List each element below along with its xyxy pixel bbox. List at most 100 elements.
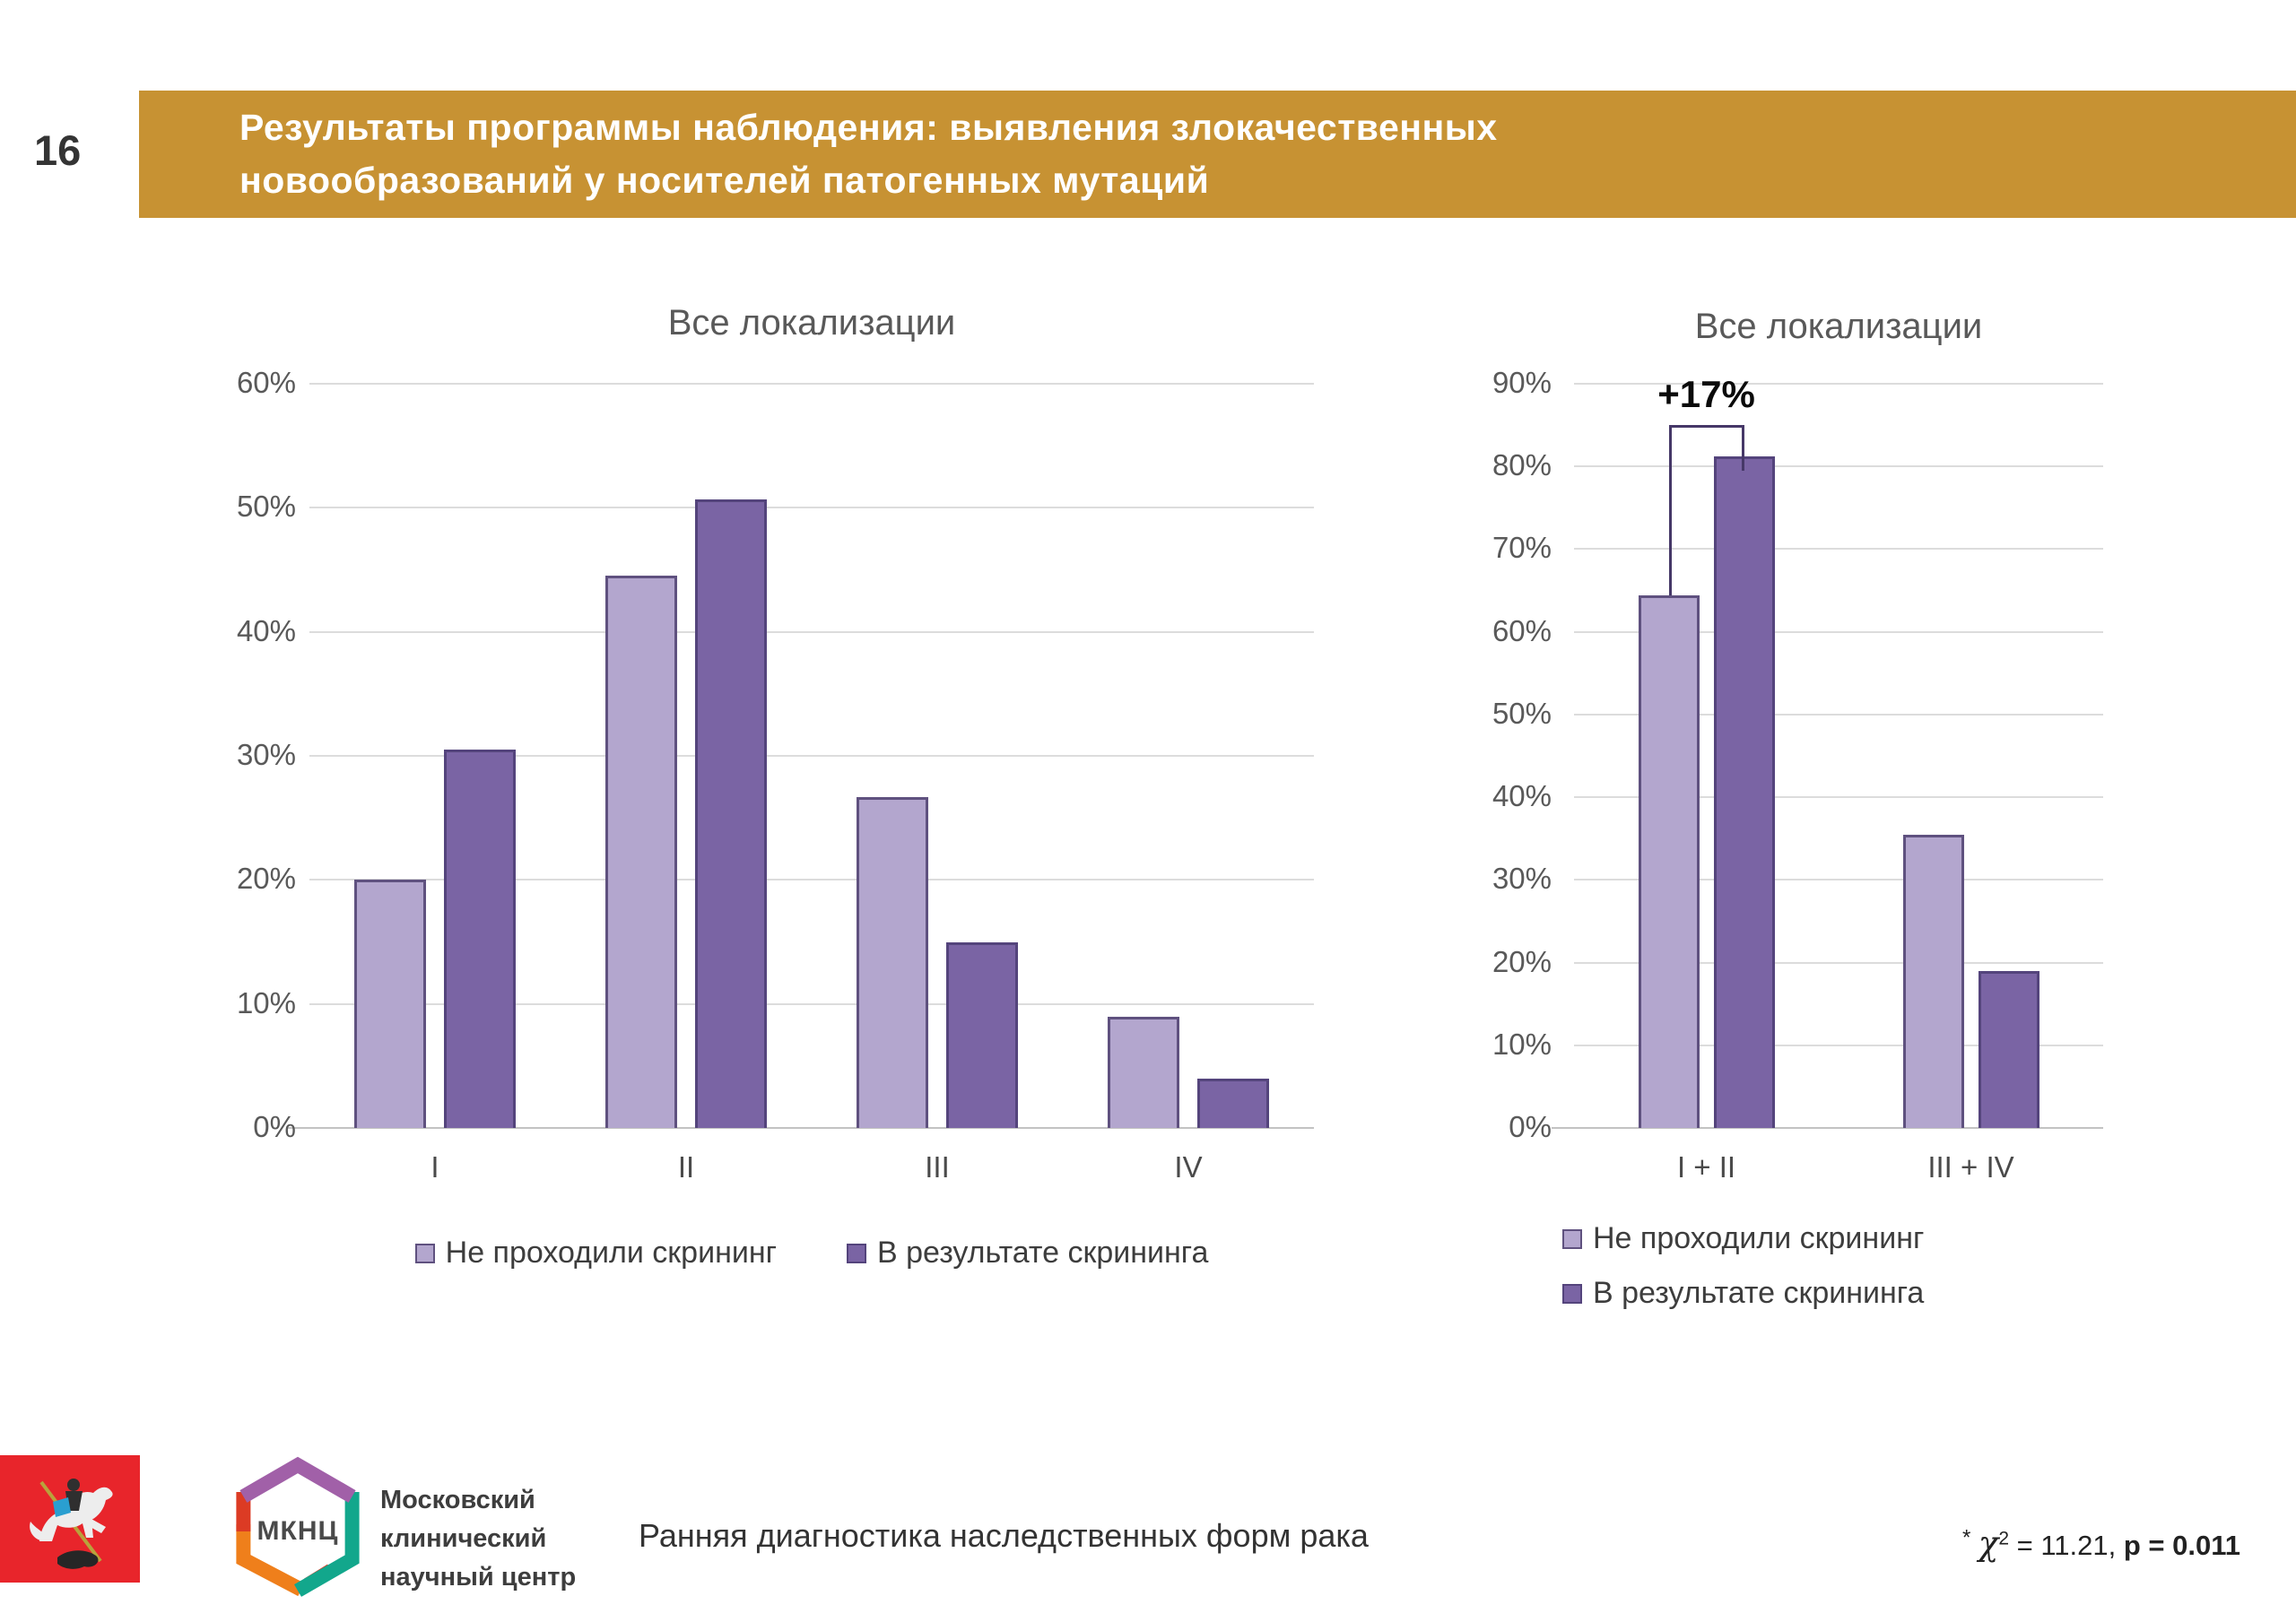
gridline <box>1574 465 2103 468</box>
x-axis-category-label: I + II <box>1676 1150 1736 1184</box>
bar-screening <box>695 499 767 1128</box>
bar-no-screening <box>354 880 426 1128</box>
chart-plot-area <box>309 383 1314 1128</box>
chart-plot-area <box>1574 383 2103 1128</box>
gridline <box>1574 713 2103 716</box>
legend-label: В результате скрининга <box>877 1236 1209 1270</box>
organization-name: Московский клинический научный центр <box>380 1481 576 1597</box>
stat-value: = 11.21, <box>2009 1530 2124 1561</box>
bar-screening <box>1197 1078 1269 1128</box>
x-axis-category-label: II <box>677 1150 695 1184</box>
hexagon-purple-segment <box>239 1456 356 1503</box>
gridline <box>309 879 1314 881</box>
statistics-note: * χ2 = 11.21, p = 0.011 <box>1962 1524 2240 1563</box>
bar-screening <box>1713 456 1775 1128</box>
horse-tail <box>30 1522 44 1540</box>
y-axis-tick-label: 20% <box>1492 944 1552 978</box>
y-axis-tick-label: 90% <box>1492 366 1552 399</box>
y-axis-tick-label: 10% <box>1492 1027 1552 1061</box>
legend-label: Не проходили скрининг <box>1593 1221 1925 1255</box>
mknc-hexagon-logo: МКНЦ <box>236 1456 360 1597</box>
slide-title-line-2: новообразований у носителей патогенных м… <box>239 160 1210 201</box>
y-axis-tick-label: 70% <box>1492 531 1552 565</box>
chart-legend: Не проходили скрининг В результате скрини… <box>309 1236 1314 1271</box>
legend-swatch-no-screening <box>414 1243 435 1263</box>
y-axis-tick-label: 60% <box>1492 613 1552 647</box>
mknc-logo-text: МКНЦ <box>257 1516 339 1546</box>
bar-no-screening <box>1108 1016 1179 1128</box>
y-axis-tick-label: 30% <box>236 738 296 771</box>
legend-swatch-no-screening <box>1562 1228 1582 1249</box>
bar-no-screening <box>857 796 928 1128</box>
footer-subtitle: Ранняя диагностика наследственных форм р… <box>639 1517 1369 1554</box>
annotation-bracket-horizontal <box>1668 425 1744 429</box>
bar-no-screening <box>605 576 677 1128</box>
legend-item: В результате скрининга <box>1562 1276 1924 1311</box>
gridline <box>309 507 1314 509</box>
stat-chi-exponent: 2 <box>1998 1528 2010 1549</box>
slide-number: 16 <box>34 126 82 174</box>
gridline <box>1574 630 2103 633</box>
rider-body <box>65 1491 83 1511</box>
gridline <box>1574 548 2103 551</box>
y-axis-tick-label: 40% <box>236 613 296 647</box>
bar-screening <box>946 941 1018 1128</box>
y-axis-tick-label: 60% <box>236 366 296 399</box>
gridline <box>1574 383 2103 385</box>
bar-no-screening <box>1638 595 1700 1128</box>
legend-swatch-screening <box>847 1243 867 1263</box>
org-name-line-3: научный центр <box>380 1563 577 1592</box>
y-axis-tick-label: 30% <box>1492 862 1552 896</box>
x-axis-category-label: IV <box>1174 1150 1203 1184</box>
rider-head <box>67 1479 80 1491</box>
x-axis-line <box>1552 1127 2103 1129</box>
y-axis-tick-label: 0% <box>253 1110 296 1143</box>
legend-item: В результате скрининга <box>847 1236 1208 1271</box>
y-axis-tick-label: 40% <box>1492 779 1552 813</box>
bar-no-screening <box>1902 834 1964 1128</box>
y-axis-tick-label: 50% <box>236 490 296 524</box>
gridline <box>1574 879 2103 881</box>
bar-screening <box>1978 970 2039 1128</box>
y-axis-tick-label: 0% <box>1509 1110 1552 1143</box>
y-axis-tick-label: 80% <box>1492 448 1552 482</box>
dragon <box>57 1550 99 1569</box>
org-name-line-1: Московский <box>380 1486 535 1514</box>
horse-silhouette <box>39 1487 113 1541</box>
gridline <box>309 1002 1314 1005</box>
legend-label: Не проходили скрининг <box>445 1236 778 1270</box>
stat-p-value: p = 0.011 <box>2123 1530 2240 1561</box>
org-name-line-2: клинический <box>380 1524 547 1553</box>
legend-label: В результате скрининга <box>1593 1276 1925 1310</box>
x-axis-category-label: I <box>430 1150 439 1184</box>
horse-foreleg <box>87 1518 106 1533</box>
y-axis-tick-label: 20% <box>236 862 296 896</box>
gridline <box>309 755 1314 757</box>
moscow-coat-of-arms <box>0 1455 140 1583</box>
x-axis-line <box>287 1127 1314 1129</box>
stat-chi-symbol: χ <box>1978 1524 1999 1563</box>
chart-title: Все локализации <box>1694 307 1983 346</box>
bar-screening <box>444 750 516 1128</box>
annotation-bracket-right-leg <box>1741 425 1744 471</box>
slide-title-bar: Результаты программы наблюдения: выявлен… <box>139 91 2296 218</box>
legend-swatch-screening <box>1562 1283 1582 1304</box>
chart-title: Все локализации <box>667 303 956 343</box>
annotation-label: +17% <box>1657 373 1755 416</box>
y-axis-tick-label: 10% <box>236 985 296 1019</box>
gridline <box>1574 961 2103 964</box>
rider-cape <box>53 1497 71 1517</box>
hexagon-orange-segment <box>236 1524 305 1597</box>
x-axis-category-label: III + IV <box>1927 1150 2014 1184</box>
slide-title-line-1: Результаты программы наблюдения: выявлен… <box>239 107 1498 148</box>
x-axis-category-label: III <box>925 1150 950 1184</box>
chart-legend: Не проходили скрининг В результате скрини… <box>1562 1221 1924 1311</box>
stat-asterisk: * <box>1961 1525 1971 1550</box>
gridline <box>1574 796 2103 799</box>
hexagon-teal-segment <box>293 1492 360 1597</box>
gridline <box>309 383 1314 385</box>
gridline <box>1574 1044 2103 1046</box>
legend-item: Не проходили скрининг <box>1562 1221 1924 1256</box>
gridline <box>309 630 1314 633</box>
